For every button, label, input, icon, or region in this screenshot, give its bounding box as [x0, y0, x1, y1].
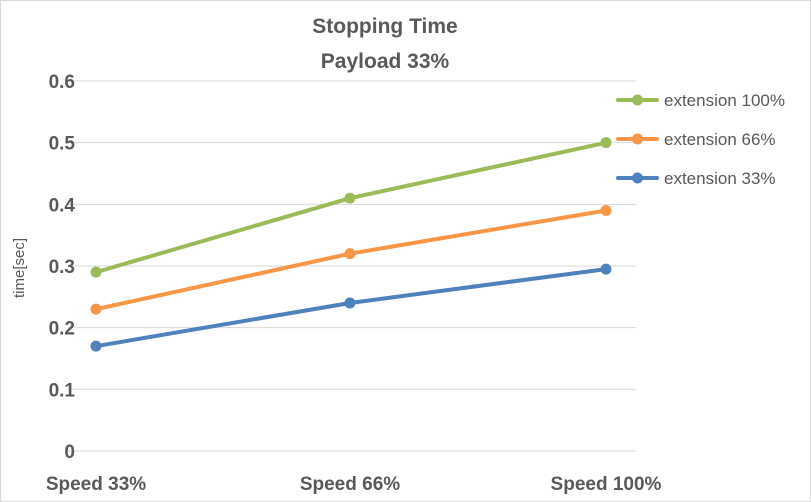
data-point [90, 266, 102, 278]
y-tick-labels: 0 0.1 0.2 0.3 0.4 0.5 0.6 [49, 72, 76, 463]
legend-swatch-marker [632, 172, 643, 184]
data-point [600, 263, 612, 275]
series-0 [90, 137, 612, 278]
legend: extension 100% extension 66% extension 33% [616, 91, 785, 188]
series-line [94, 208, 608, 312]
y-tick-label: 0.1 [49, 380, 76, 401]
series-lines [90, 137, 612, 352]
series-1 [90, 205, 612, 315]
legend-swatch-marker [632, 133, 643, 145]
legend-label: extension 33% [664, 169, 776, 188]
data-point [90, 340, 102, 352]
y-tick-label: 0.6 [49, 72, 75, 93]
x-tick-label: Speed 33% [46, 474, 146, 495]
legend-item: extension 66% [616, 130, 776, 149]
x-tick-label: Speed 66% [300, 474, 400, 495]
x-tick-labels: Speed 33% Speed 66% Speed 100% [46, 474, 662, 495]
data-point [344, 297, 356, 309]
y-tick-label: 0 [64, 442, 75, 463]
series-2 [90, 263, 612, 352]
chart-title-line-2: Payload 33% [321, 50, 450, 73]
legend-label: extension 100% [664, 91, 785, 110]
y-tick-label: 0.5 [49, 134, 76, 155]
data-point [90, 303, 102, 315]
y-tick-label: 0.2 [49, 319, 75, 340]
legend-item: extension 33% [616, 169, 776, 188]
data-point [600, 137, 612, 149]
y-tick-label: 0.3 [49, 257, 75, 278]
data-point [344, 248, 356, 260]
grid-lines [68, 80, 636, 452]
y-axis-label: time[sec] [11, 238, 28, 298]
data-point [600, 205, 612, 216]
legend-item: extension 100% [616, 91, 785, 110]
y-tick-label: 0.4 [49, 195, 76, 216]
legend-label: extension 66% [664, 130, 776, 149]
data-point [344, 192, 356, 204]
chart-title-line-1: Stopping Time [312, 15, 457, 38]
x-tick-label: Speed 100% [551, 474, 662, 495]
legend-swatch-marker [632, 94, 643, 106]
